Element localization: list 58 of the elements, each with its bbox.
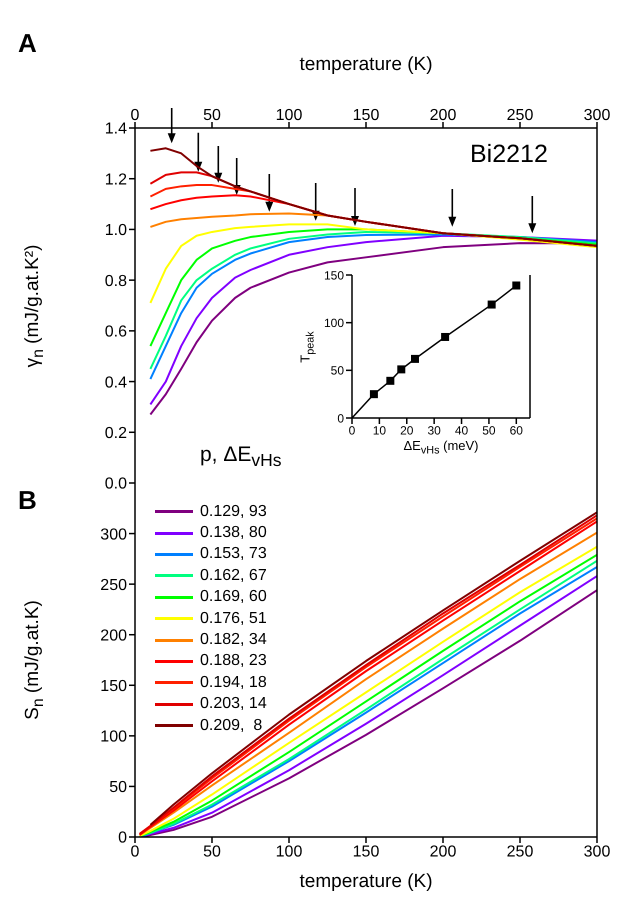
legend-label: 0.153, 73	[200, 545, 267, 564]
x-tick-label: 10	[372, 424, 386, 438]
y-tick-label: 50	[330, 364, 344, 378]
y-tick-label: 0.4	[104, 374, 128, 392]
y-tick-label: 0	[118, 830, 128, 847]
x-tick-label: 300	[584, 107, 610, 124]
legend-label: 0.129, 93	[200, 502, 267, 521]
y-tick-label: 100	[100, 728, 128, 746]
y-tick-label: 100	[324, 316, 344, 330]
x-tick-label: 150	[352, 107, 380, 124]
y-tick-label: 300	[100, 526, 128, 544]
y-tick-label: 1.2	[104, 171, 128, 188]
y-tick-label: 0.8	[104, 272, 128, 290]
x-tick-label: 50	[203, 107, 221, 124]
y-tick-label: 250	[100, 576, 128, 594]
x-tick-label: 30	[427, 424, 442, 438]
x-tick-label: 150	[352, 843, 380, 860]
x-tick-label: 200	[430, 843, 456, 860]
x-tick-label: 200	[430, 107, 456, 124]
legend-title: p, ΔE$_{vHs}$	[200, 443, 282, 472]
y-tick-label: 50	[109, 779, 128, 796]
y-tick-label: 0.0	[104, 476, 128, 493]
legend-label: 0.138, 80	[200, 524, 267, 542]
legend-label: 0.194, 18	[200, 674, 267, 692]
legend-label: 0.203, 14	[200, 695, 267, 714]
y-tick-label: 0.6	[104, 324, 128, 341]
x-tick-label: 60	[510, 424, 524, 438]
text: A	[18, 28, 37, 59]
x-tick-label: 250	[506, 107, 534, 124]
x-tick-label: 50	[482, 424, 496, 438]
x-tick-label: 0	[348, 424, 356, 438]
x-tick-label: 20	[400, 424, 414, 438]
x-axis-title: ΔE$_{vHs}$ (meV)	[403, 438, 479, 457]
legend-label: 0.209, 8	[200, 716, 262, 735]
x-tick-label: 40	[454, 424, 469, 438]
y-tick-label: 150	[100, 678, 128, 695]
text: B	[18, 485, 37, 516]
x-tick-label: 0	[130, 843, 140, 860]
x-axis-title: temperature (K)	[299, 871, 433, 893]
y-tick-label: 0.2	[104, 424, 128, 442]
x-tick-label: 100	[276, 107, 302, 124]
x-tick-label: 100	[276, 843, 302, 860]
legend-label: 0.182, 34	[200, 631, 267, 650]
x-axis-title: temperature (K)	[299, 54, 433, 76]
y-tick-label: 0	[337, 411, 344, 426]
x-tick-label: 50	[203, 843, 221, 860]
x-tick-label: 250	[506, 843, 534, 860]
legend-label: 0.162, 67	[200, 566, 267, 585]
legend-label: 0.169, 60	[200, 588, 267, 606]
x-tick-label: 300	[584, 843, 610, 860]
legend-label: 0.188, 23	[200, 652, 267, 670]
x-tick-label: 0	[130, 107, 140, 124]
annotation: Bi2212	[470, 140, 548, 169]
y-tick-label: 1.4	[104, 120, 128, 138]
y-tick-label: 1.0	[104, 222, 128, 240]
y-tick-label: 150	[324, 268, 344, 282]
y-tick-label: 200	[100, 627, 128, 644]
legend-label: 0.176, 51	[200, 610, 267, 628]
